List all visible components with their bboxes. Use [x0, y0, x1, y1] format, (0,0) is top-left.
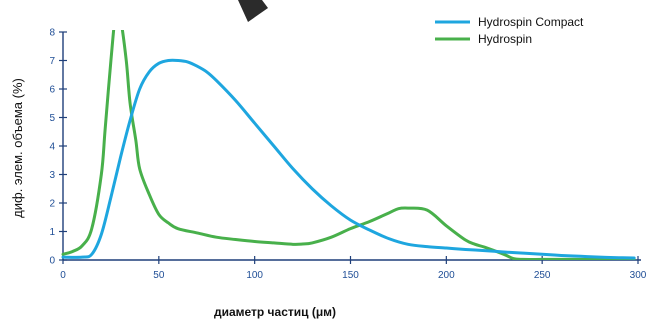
y-tick-label: 8 — [49, 28, 55, 39]
y-tick-label: 6 — [49, 85, 55, 96]
legend: Hydrospin Compact Hydrospin — [435, 15, 584, 46]
y-tick-label: 3 — [49, 170, 55, 181]
arrow-decoration — [238, 0, 268, 22]
y-tick-label: 0 — [49, 256, 55, 267]
series-line-hydrospin-compact — [61, 58, 636, 260]
x-tick-label: 300 — [630, 270, 647, 281]
x-axis-title: диаметр частиц (μм) — [214, 305, 336, 319]
ticks: 0 50 100 150 200 250 300 0 1 2 3 4 5 6 7 8 — [49, 28, 646, 282]
series-line-hydrospin — [61, 30, 636, 260]
axes — [62, 32, 641, 261]
x-tick-label: 50 — [153, 270, 165, 281]
y-tick-label: 1 — [49, 227, 55, 238]
y-axis-title: диф. элем. объема (%) — [10, 78, 25, 218]
x-tick-label: 0 — [60, 270, 66, 281]
y-tick-label: 4 — [49, 142, 55, 153]
x-tick-label: 250 — [534, 270, 551, 281]
x-tick-label: 150 — [342, 270, 359, 281]
y-tick-label: 7 — [49, 56, 55, 67]
x-tick-label: 100 — [246, 270, 263, 281]
y-tick-label: 2 — [49, 199, 55, 210]
series-lines — [61, 30, 636, 260]
x-tick-label: 200 — [438, 270, 455, 281]
legend-label: Hydrospin Compact — [478, 15, 584, 29]
legend-label: Hydrospin — [478, 32, 532, 46]
y-tick-label: 5 — [49, 113, 55, 124]
